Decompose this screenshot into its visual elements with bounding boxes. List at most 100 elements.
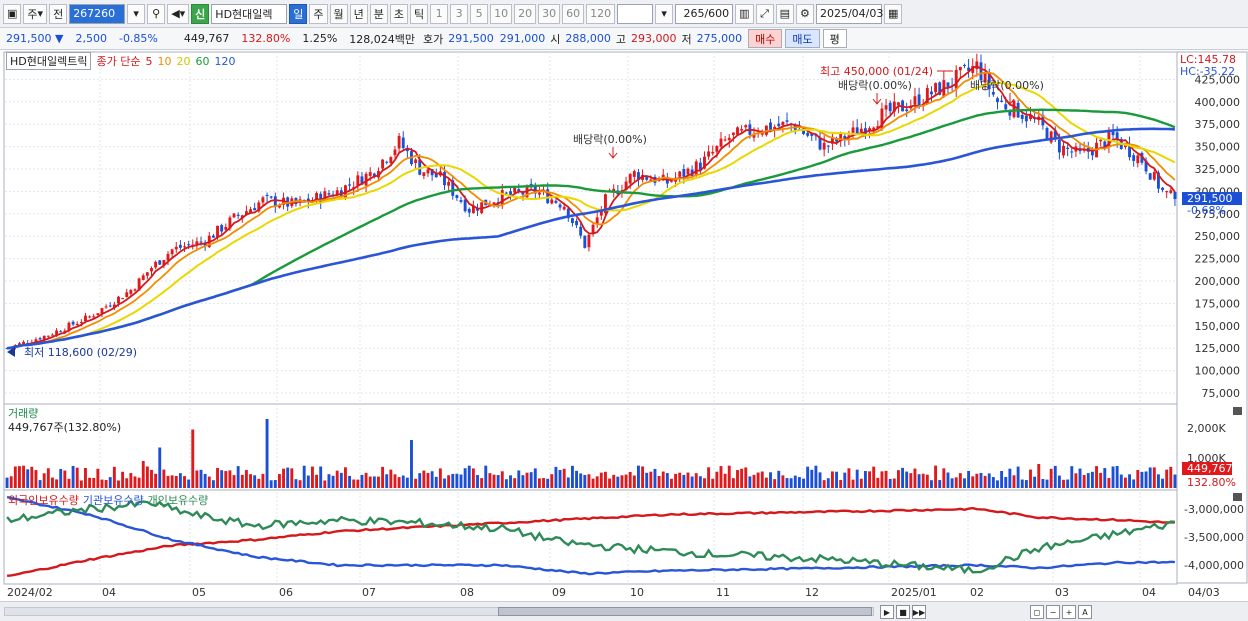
- eval-button[interactable]: 평: [822, 29, 847, 48]
- prev-label: 전: [53, 7, 64, 21]
- minute-120[interactable]: 120: [586, 3, 616, 24]
- volume-bar: [925, 474, 929, 488]
- legend-individual: 개인보유수량: [147, 494, 209, 507]
- tab-second[interactable]: 초: [389, 3, 409, 24]
- current-price: 291,500 ▼: [0, 32, 69, 45]
- buy-button[interactable]: 매수: [748, 29, 783, 48]
- minute-3[interactable]: 3: [450, 3, 469, 24]
- volume-bar: [678, 472, 682, 488]
- tab-week[interactable]: 주: [309, 3, 328, 24]
- minute-30[interactable]: 30: [538, 3, 561, 24]
- candle-body: [1115, 132, 1119, 140]
- draw-tool-icon[interactable]: ⤢: [755, 3, 774, 24]
- volume-bar: [707, 467, 711, 488]
- time-scrollbar[interactable]: [4, 607, 874, 616]
- date-input[interactable]: 2025/04/03: [815, 3, 883, 24]
- tab-year[interactable]: 년: [349, 3, 368, 24]
- font-size-icon[interactable]: A: [1078, 605, 1092, 619]
- zoom-out-icon[interactable]: −: [1046, 605, 1060, 619]
- minute-5[interactable]: 5: [470, 3, 489, 24]
- candle-body: [162, 260, 166, 266]
- stock-code-input[interactable]: 267260: [69, 3, 126, 24]
- open-label: 시: [550, 32, 561, 46]
- volume-bar: [344, 467, 347, 488]
- volume-bar: [249, 474, 252, 488]
- candle-body: [100, 308, 104, 314]
- candle-body: [117, 296, 120, 304]
- price-chart[interactable]: 425,000400,000375,000350,000325,000300,0…: [0, 50, 1248, 601]
- volume-bar: [484, 465, 488, 488]
- minute-20[interactable]: 20: [514, 3, 537, 24]
- candle-body: [1132, 155, 1136, 161]
- gear-icon[interactable]: ⚙: [795, 3, 814, 24]
- period-label: 주: [27, 7, 38, 21]
- price-tick-label: 100,000: [1195, 365, 1241, 378]
- candle-body: [954, 69, 958, 89]
- tab-minute[interactable]: 분: [369, 3, 388, 24]
- price-tick-label: 425,000: [1195, 73, 1241, 86]
- chart-toolbar: ▣ 주 ▾ 전 267260 ▾ ⚲ ◀▾ 신 HD현대일렉 일 주 월 년 분 …: [0, 0, 1248, 28]
- minute-1[interactable]: 1: [430, 3, 449, 24]
- candle-body: [418, 159, 422, 175]
- candle-body: [967, 67, 971, 71]
- volume-bar: [401, 475, 405, 488]
- zoom-reset-icon[interactable]: ◻: [1030, 605, 1044, 619]
- tab-day[interactable]: 일: [289, 3, 308, 24]
- tab-month[interactable]: 월: [329, 3, 348, 24]
- candle-body: [137, 278, 141, 291]
- search-icon[interactable]: ⚲: [147, 3, 166, 24]
- volume-bar: [331, 475, 335, 488]
- legend-stock-name: HD현대일렉트릭: [6, 52, 92, 70]
- fast-forward-icon[interactable]: ▶▶: [912, 605, 926, 619]
- volume-bar: [1173, 474, 1177, 488]
- stop-icon[interactable]: ■: [896, 605, 910, 619]
- volume-bar: [628, 471, 632, 488]
- volume-bar: [954, 477, 958, 488]
- volume-bar: [513, 478, 517, 488]
- window-icon[interactable]: ▣: [3, 3, 22, 24]
- tab-tick[interactable]: 틱: [410, 3, 429, 24]
- candle-body: [570, 218, 574, 224]
- volume-bar: [166, 475, 170, 488]
- current-pct-label: -0.68%: [1187, 204, 1226, 217]
- volume-bar: [364, 472, 368, 488]
- calendar-icon[interactable]: ▦: [883, 3, 903, 24]
- stock-name-field[interactable]: HD현대일렉: [211, 3, 288, 24]
- minute-dropdown-icon[interactable]: ▾: [655, 3, 674, 24]
- code-dropdown-icon[interactable]: ▾: [127, 3, 146, 24]
- save-icon[interactable]: ▤: [775, 3, 794, 24]
- candle-body: [228, 217, 232, 229]
- candle-body: [963, 64, 966, 66]
- volume-bar: [930, 480, 933, 488]
- volume-bar: [892, 478, 896, 488]
- bar-count-field[interactable]: 265/600: [675, 3, 734, 24]
- volume-bar: [327, 474, 331, 488]
- candle-body: [1144, 160, 1148, 172]
- volume-bar: [591, 478, 595, 488]
- prev-select[interactable]: 전: [49, 3, 68, 24]
- volume-bar: [1161, 478, 1165, 488]
- volume-bar: [905, 471, 909, 488]
- period-select[interactable]: 주 ▾: [23, 3, 48, 24]
- candle-body: [71, 321, 75, 325]
- volume-bar: [405, 477, 409, 488]
- sell-button[interactable]: 매도: [785, 29, 820, 48]
- minute-10[interactable]: 10: [490, 3, 513, 24]
- candle-body: [17, 343, 21, 347]
- turnover-pct: 1.25%: [302, 32, 338, 45]
- play-icon[interactable]: ▶: [880, 605, 894, 619]
- legend-institution: 기관보유수량: [82, 494, 144, 507]
- minute-60[interactable]: 60: [562, 3, 585, 24]
- volume-bar: [455, 473, 459, 488]
- candle-type-icon[interactable]: ▥: [735, 3, 754, 24]
- scroll-thumb[interactable]: [498, 607, 872, 616]
- volume-bar: [290, 468, 294, 488]
- zoom-in-icon[interactable]: +: [1062, 605, 1076, 619]
- candle-body: [504, 192, 508, 194]
- speaker-icon[interactable]: ◀▾: [167, 3, 190, 24]
- minute-custom-input[interactable]: [617, 3, 654, 24]
- candle-body: [628, 174, 632, 184]
- volume-bar: [525, 472, 529, 488]
- open-price: 288,000: [565, 32, 611, 45]
- volume-bar: [228, 470, 232, 488]
